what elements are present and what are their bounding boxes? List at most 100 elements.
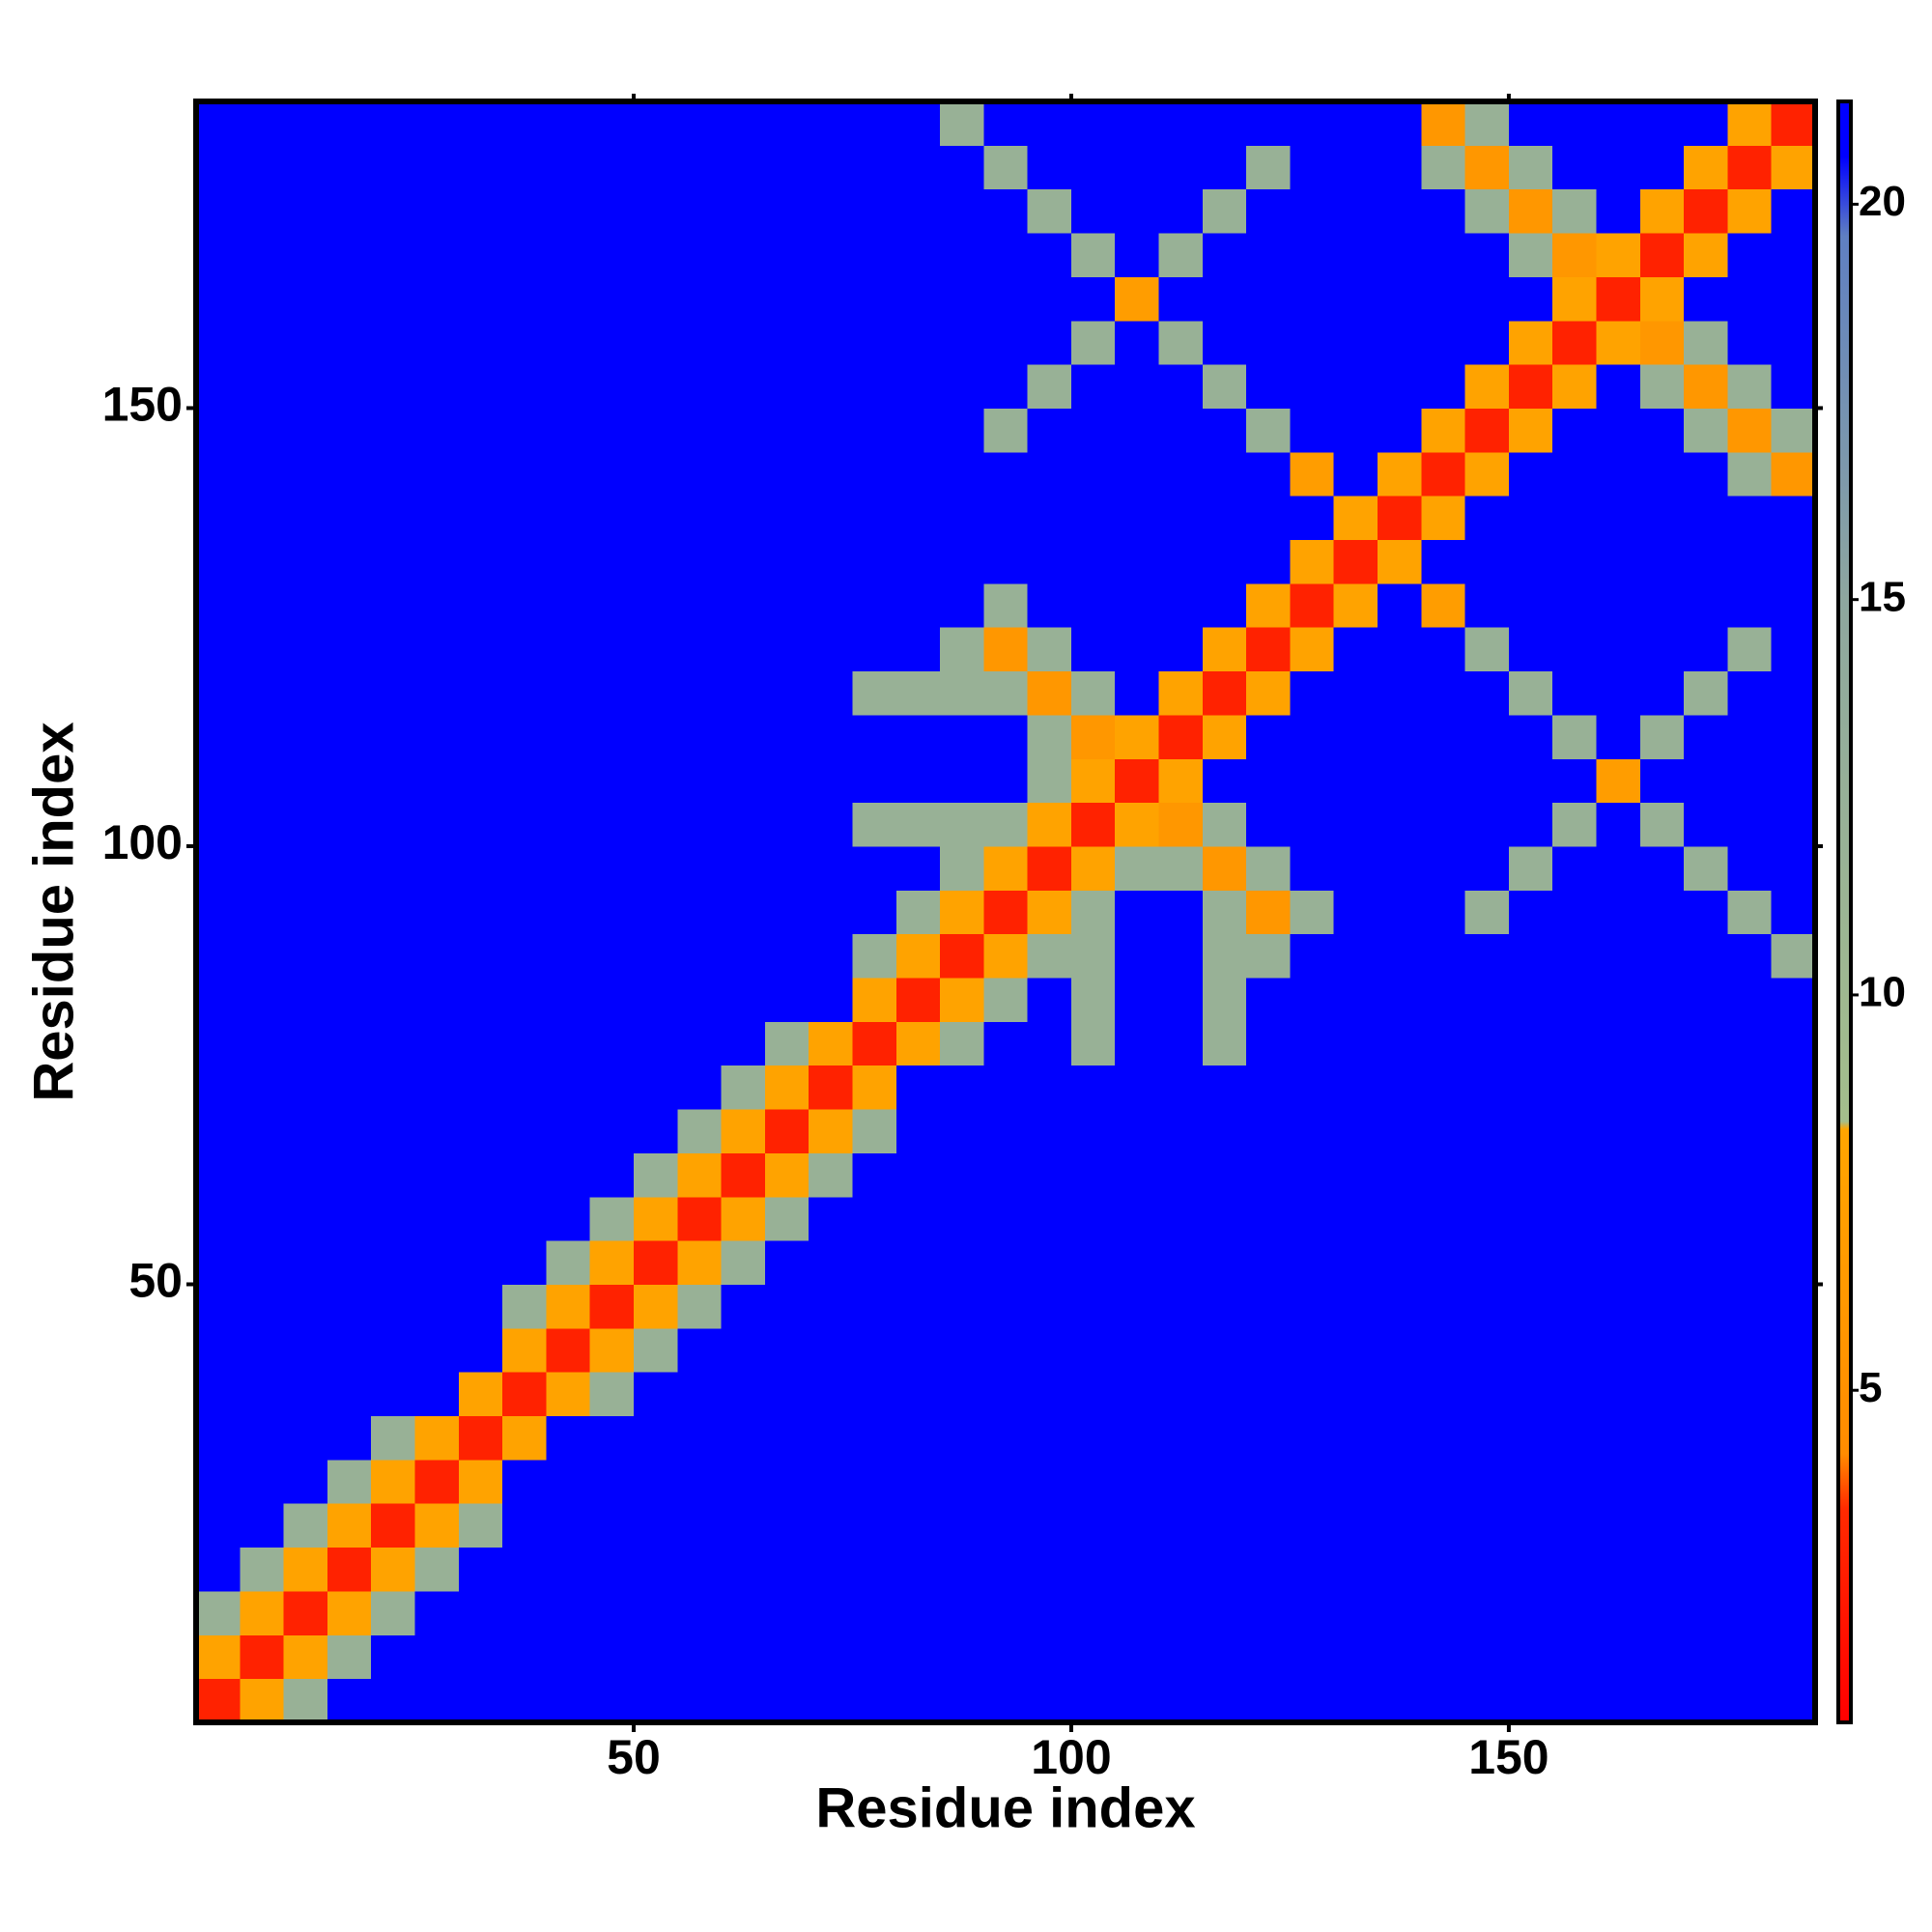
heatmap-cell: [546, 1459, 591, 1504]
heatmap-cell: [1246, 714, 1291, 759]
heatmap-cell: [1333, 845, 1378, 891]
heatmap-cell: [240, 1634, 285, 1680]
heatmap-cell: [327, 451, 372, 497]
heatmap-cell: [1246, 188, 1291, 234]
heatmap-cell: [458, 1415, 503, 1461]
heatmap-cell: [1333, 276, 1378, 322]
heatmap-cell: [1115, 1415, 1160, 1461]
heatmap-cell: [721, 890, 766, 935]
heatmap-cell: [1070, 1196, 1116, 1241]
heatmap-cell: [1508, 1327, 1553, 1373]
heatmap-cell: [546, 714, 591, 759]
heatmap-cell: [1290, 1503, 1335, 1548]
heatmap-cell: [502, 1415, 547, 1461]
heatmap-cell: [721, 320, 766, 365]
heatmap-cell: [1333, 1459, 1378, 1504]
heatmap-cell: [327, 1021, 372, 1066]
heatmap-cell: [764, 1415, 810, 1461]
heatmap-cell: [852, 1634, 897, 1680]
heatmap-cell: [196, 1503, 241, 1548]
heatmap-cell: [1070, 1065, 1116, 1110]
heatmap-cell: [327, 145, 372, 190]
heatmap-cell: [458, 364, 503, 409]
heatmap-cell: [1464, 276, 1510, 322]
heatmap-cell: [764, 582, 810, 628]
heatmap-cell: [1378, 1152, 1422, 1198]
heatmap-cell: [458, 670, 503, 716]
heatmap-cell: [414, 1415, 460, 1461]
heatmap-cell: [502, 1459, 547, 1504]
heatmap-cell: [895, 1547, 941, 1592]
heatmap-cell: [1552, 408, 1598, 453]
heatmap-cell: [1464, 539, 1510, 584]
heatmap-cell: [1290, 188, 1335, 234]
heatmap-cell: [940, 320, 984, 365]
heatmap-cell: [546, 1196, 591, 1241]
heatmap-cell: [983, 1327, 1029, 1373]
heatmap-cell: [852, 1240, 897, 1285]
heatmap-cell: [1552, 233, 1598, 277]
heatmap-cell: [940, 1240, 984, 1285]
heatmap-cell: [1684, 1372, 1728, 1417]
heatmap-cell: [414, 1021, 460, 1066]
heatmap-cell: [809, 714, 853, 759]
heatmap-cell: [283, 1196, 328, 1241]
heatmap-cell: [458, 1109, 503, 1153]
heatmap-cell: [546, 758, 591, 804]
heatmap-cell: [240, 758, 285, 804]
heatmap-cell: [1333, 1196, 1378, 1241]
heatmap-cell: [1464, 233, 1510, 277]
heatmap-cell: [414, 1327, 460, 1373]
heatmap-cell: [327, 1196, 372, 1241]
heatmap-cell: [240, 233, 285, 277]
heatmap-cell: [852, 845, 897, 891]
heatmap-cell: [677, 1372, 723, 1417]
heatmap-cell: [1639, 758, 1685, 804]
heatmap-cell: [1070, 1284, 1116, 1329]
heatmap-cell: [1639, 320, 1685, 365]
heatmap-cell: [414, 890, 460, 935]
heatmap-cell: [327, 101, 372, 146]
heatmap-cell: [1596, 802, 1641, 847]
heatmap-cell: [677, 1240, 723, 1285]
heatmap-cell: [546, 845, 591, 891]
heatmap-cell: [1771, 845, 1816, 891]
heatmap-cell: [458, 1240, 503, 1285]
heatmap-cell: [1684, 1196, 1728, 1241]
heatmap-cell: [1464, 933, 1510, 979]
heatmap-cell: [1378, 1547, 1422, 1592]
heatmap-cell: [809, 364, 853, 409]
heatmap-cell: [1596, 408, 1641, 453]
heatmap-cell: [1684, 1152, 1728, 1198]
heatmap-cell: [1202, 1459, 1247, 1504]
heatmap-cell: [1202, 1152, 1247, 1198]
heatmap-cell: [546, 1372, 591, 1417]
heatmap-cell: [1246, 276, 1291, 322]
heatmap-cell: [1464, 1240, 1510, 1285]
heatmap-cell: [809, 1590, 853, 1635]
heatmap-cell: [414, 276, 460, 322]
heatmap-cell: [196, 933, 241, 979]
heatmap-cell: [283, 714, 328, 759]
heatmap-cell: [327, 845, 372, 891]
heatmap-cell: [852, 408, 897, 453]
heatmap-cell: [546, 188, 591, 234]
heatmap-cell: [895, 1678, 941, 1723]
heatmap-cell: [721, 978, 766, 1022]
heatmap-cell: [940, 1109, 984, 1153]
heatmap-cell: [940, 408, 984, 453]
heatmap-cell: [414, 802, 460, 847]
heatmap-cell: [283, 670, 328, 716]
heatmap-cell: [502, 627, 547, 672]
heatmap-cell: [240, 1152, 285, 1198]
heatmap-cell: [1290, 1678, 1335, 1723]
heatmap-cell: [458, 101, 503, 146]
heatmap-cell: [589, 978, 635, 1022]
heatmap-cell: [1333, 496, 1378, 541]
heatmap-cell: [414, 627, 460, 672]
heatmap-cell: [1639, 890, 1685, 935]
heatmap-cell: [1552, 890, 1598, 935]
heatmap-cell: [240, 1196, 285, 1241]
heatmap-cell: [633, 276, 678, 322]
heatmap-cell: [546, 320, 591, 365]
